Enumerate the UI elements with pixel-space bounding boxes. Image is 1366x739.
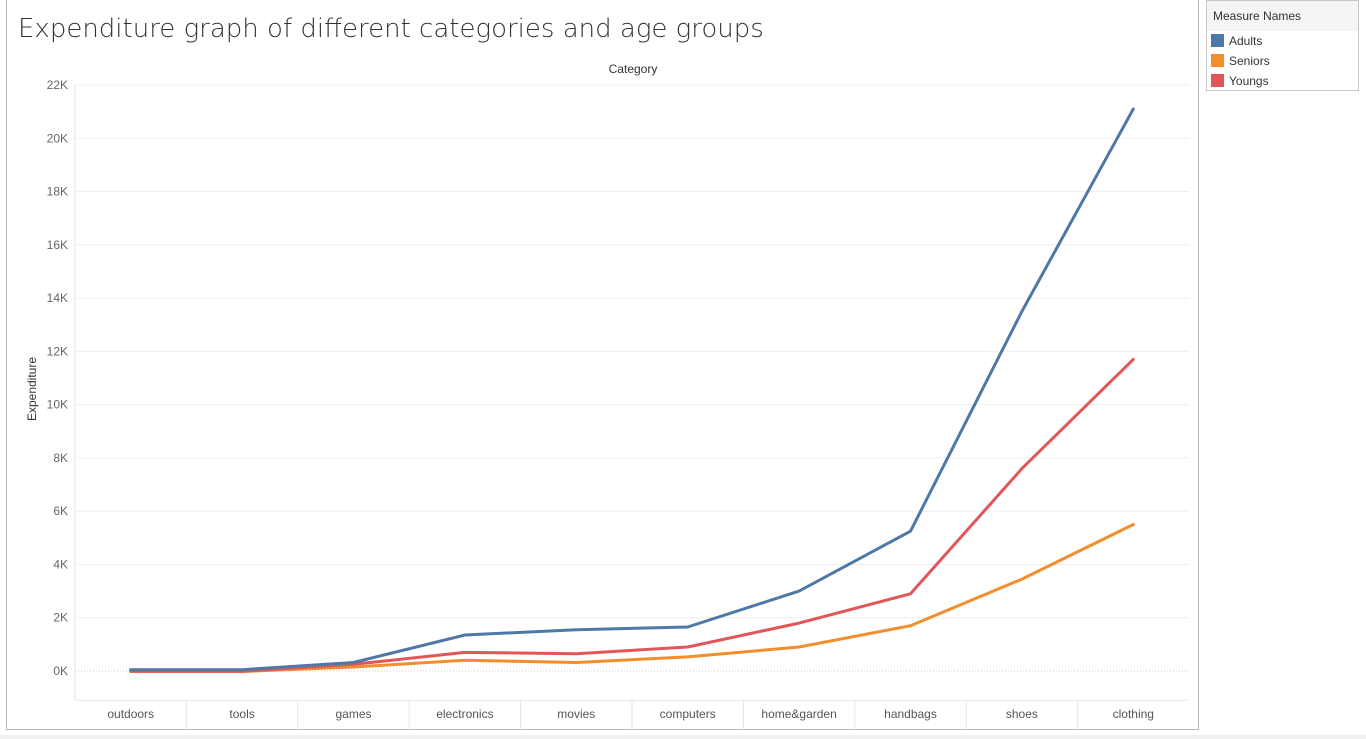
chart-panel: [6, 0, 1199, 730]
x-tick-label: tools: [229, 707, 254, 721]
y-tick-label: 0K: [53, 664, 68, 678]
y-tick-label: 20K: [47, 131, 68, 145]
x-axis-title: Category: [609, 62, 658, 76]
legend[interactable]: Measure Names Adults Seniors Youngs: [1206, 0, 1359, 91]
legend-label: Adults: [1229, 34, 1263, 48]
y-tick-label: 16K: [47, 238, 68, 252]
x-tick-label: movies: [557, 707, 595, 721]
chart-title: Expenditure graph of different categorie…: [18, 14, 764, 44]
x-tick-label: home&garden: [761, 707, 836, 721]
legend-items: Adults Seniors Youngs: [1207, 31, 1358, 91]
x-tick-label: clothing: [1113, 707, 1154, 721]
x-tick-label: electronics: [436, 707, 493, 721]
y-tick-label: 6K: [53, 504, 68, 518]
legend-label: Youngs: [1229, 74, 1269, 88]
x-tick-label: computers: [660, 707, 716, 721]
y-tick-label: 14K: [47, 291, 68, 305]
bottom-strip: [0, 735, 1366, 739]
legend-item-adults[interactable]: Adults: [1207, 31, 1358, 51]
legend-title: Measure Names: [1207, 1, 1358, 31]
series-line-youngs[interactable]: [129, 357, 1135, 673]
legend-item-seniors[interactable]: Seniors: [1207, 51, 1358, 71]
series-layer: [129, 107, 1135, 673]
y-tick-label: 22K: [47, 78, 68, 92]
x-tick-label: shoes: [1006, 707, 1038, 721]
legend-swatch: [1211, 34, 1224, 47]
legend-item-youngs[interactable]: Youngs: [1207, 71, 1358, 91]
grid-layer: [74, 84, 1189, 731]
y-tick-label: 2K: [53, 611, 68, 625]
x-tick-label: games: [335, 707, 371, 721]
x-tick-label: handbags: [884, 707, 937, 721]
axis-layer: Category Expenditure 0K 2K 4K 6K 8K 10K 12K 14K…: [25, 62, 1154, 721]
y-tick-label: 18K: [47, 185, 68, 199]
legend-label: Seniors: [1229, 54, 1270, 68]
x-tick-label: outdoors: [107, 707, 154, 721]
series-line-adults[interactable]: [129, 107, 1135, 672]
y-tick-label: 8K: [53, 451, 68, 465]
y-tick-label: 10K: [47, 398, 68, 412]
y-tick-label: 4K: [53, 557, 68, 571]
y-tick-label: 12K: [47, 344, 68, 358]
legend-swatch: [1211, 74, 1224, 87]
legend-swatch: [1211, 54, 1224, 67]
y-axis-title: Expenditure: [25, 357, 39, 421]
